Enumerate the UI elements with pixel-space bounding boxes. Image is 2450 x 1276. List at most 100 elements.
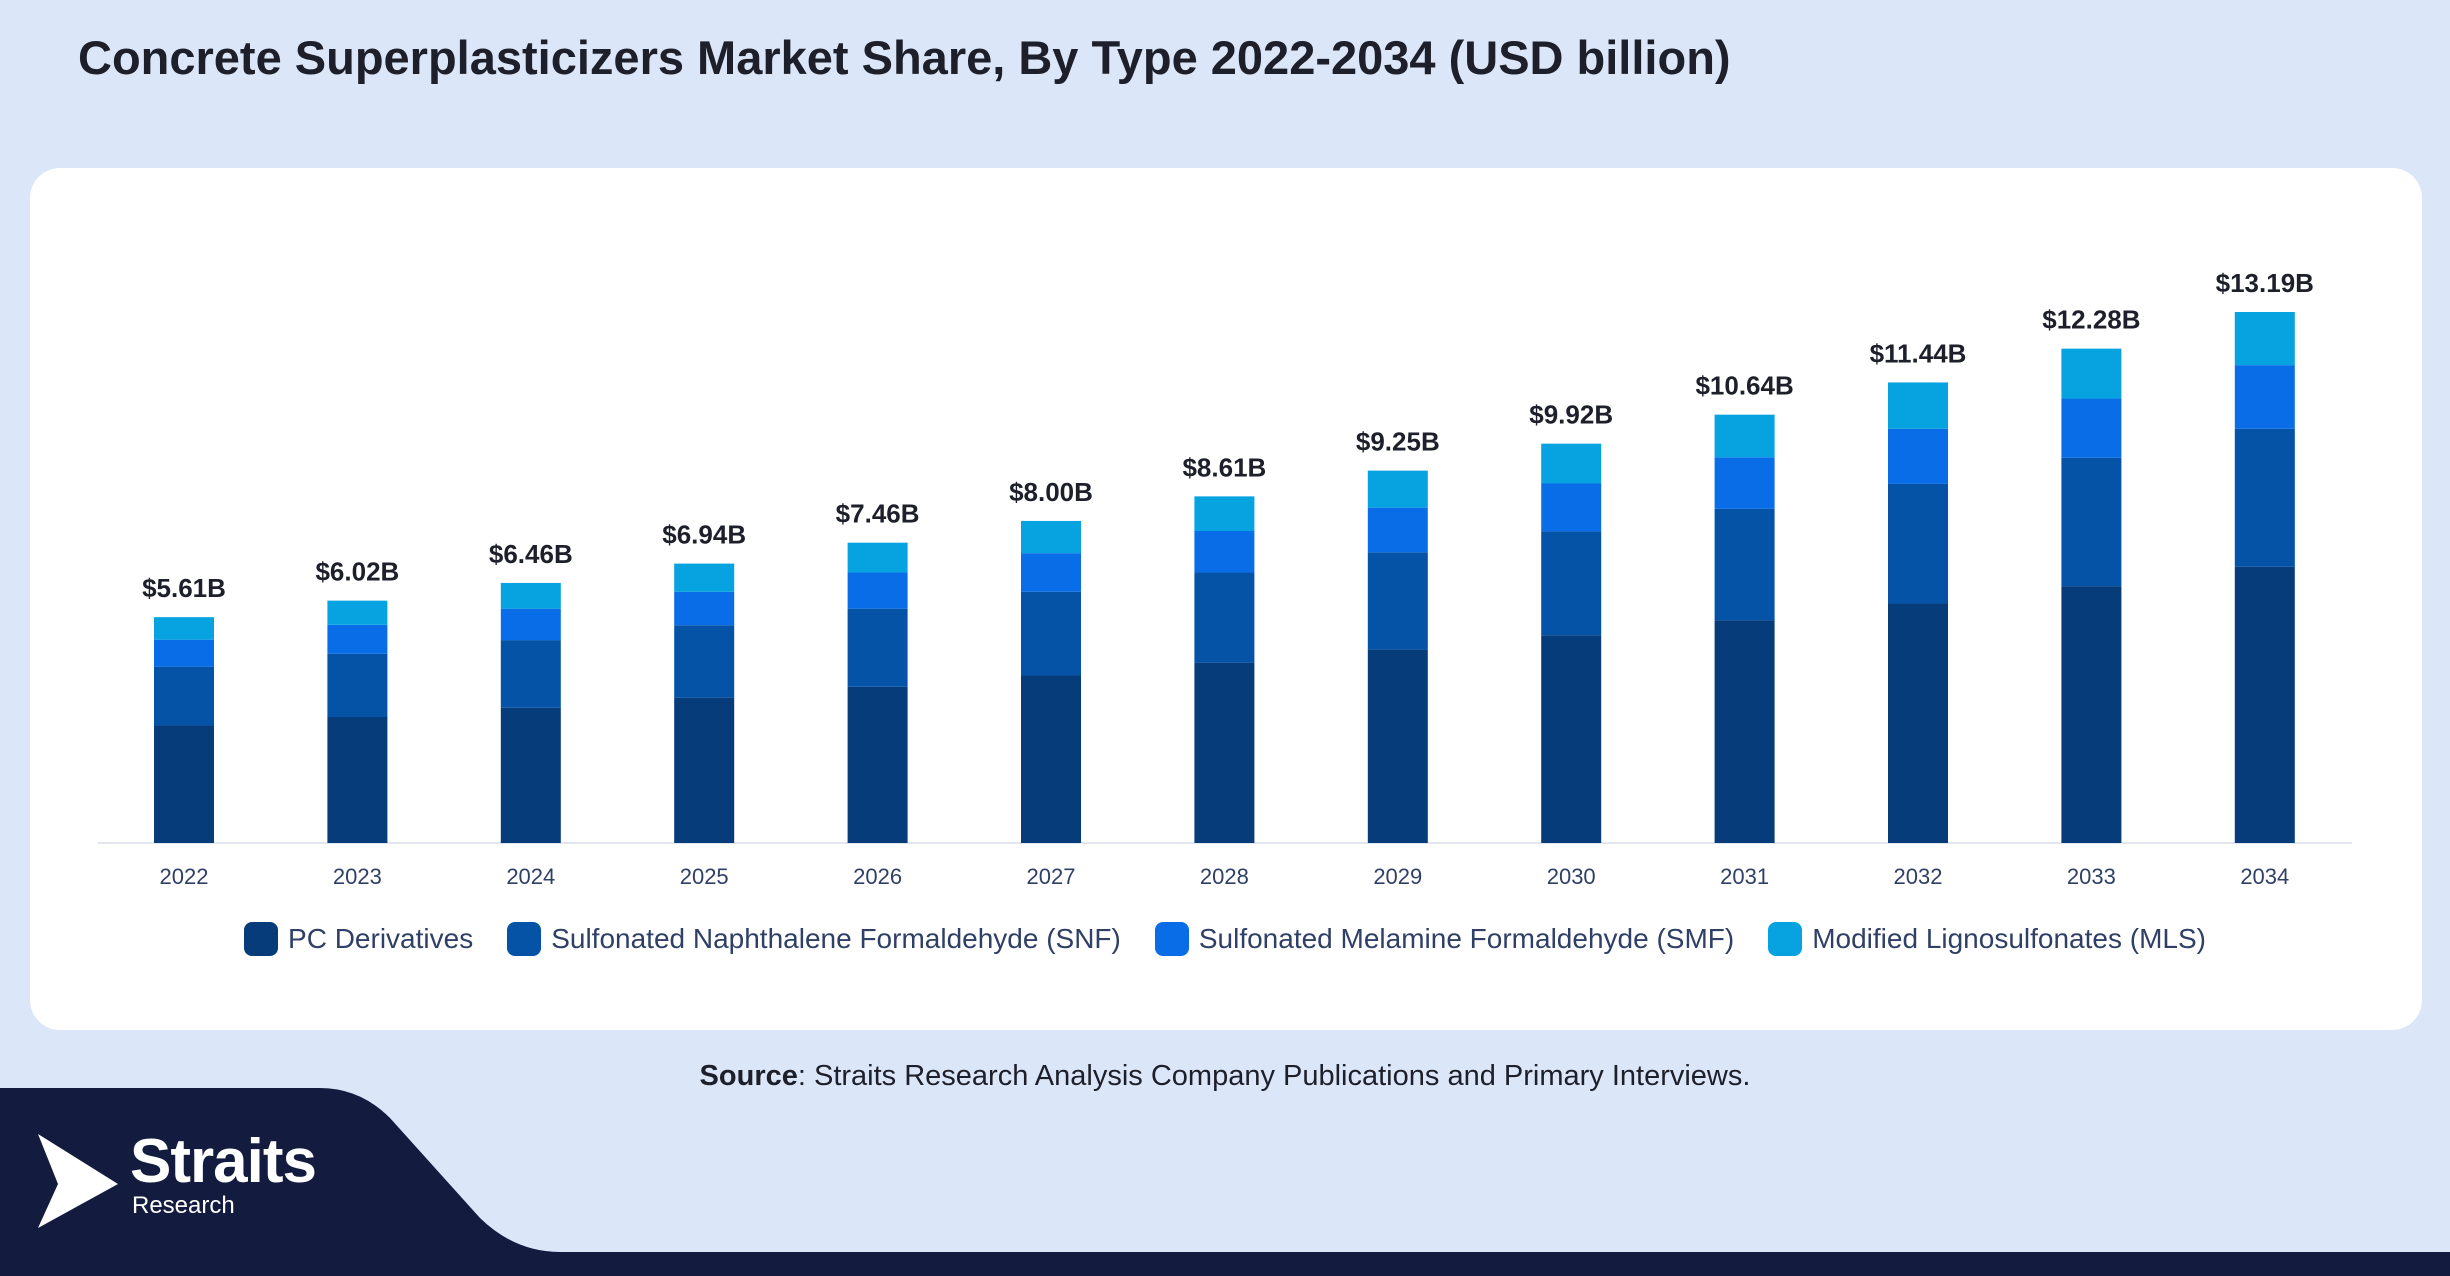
bar-segment-2033-1[interactable]: [2061, 586, 2122, 843]
source-label: Source: [699, 1060, 798, 1092]
bar-segment-2027-3[interactable]: [1021, 553, 1081, 592]
bar-segment-2030-4[interactable]: [1541, 443, 1602, 484]
bar-segment-2026-3[interactable]: [847, 572, 908, 609]
bar-segment-2031-1[interactable]: [1714, 620, 1775, 843]
x-tick-label-2024: 2024: [506, 864, 555, 889]
bar-segment-2033-2[interactable]: [2061, 457, 2122, 587]
legend-item-smf[interactable]: Sulfonated Melamine Formaldehyde (SMF): [1154, 922, 1735, 956]
total-label-2033: $12.28B: [2042, 305, 2140, 335]
total-label-2028: $8.61B: [1182, 452, 1266, 482]
legend-item-snf[interactable]: Sulfonated Naphthalene Formaldehyde (SNF…: [507, 922, 1121, 956]
total-label-2026: $7.46B: [836, 499, 920, 529]
legend-swatch: [244, 922, 279, 956]
bar-segment-2025-4[interactable]: [674, 563, 735, 592]
legend-label: PC Derivatives: [288, 923, 474, 954]
bar-segment-2023-4[interactable]: [327, 600, 388, 625]
bar-segment-2029-4[interactable]: [1367, 470, 1428, 508]
bar-segment-2028-2[interactable]: [1194, 572, 1255, 663]
bar-segment-2029-2[interactable]: [1367, 552, 1428, 650]
bar-segment-2028-4[interactable]: [1194, 496, 1255, 532]
total-label-2034: $13.19B: [2216, 268, 2314, 298]
source-note: Source: Straits Research Analysis Compan…: [0, 1060, 2450, 1093]
x-tick-label-2026: 2026: [853, 864, 902, 889]
bar-segment-2024-4[interactable]: [500, 582, 561, 609]
x-tick-label-2032: 2032: [1894, 864, 1943, 889]
legend-swatch: [1154, 922, 1189, 956]
bar-segment-2029-3[interactable]: [1367, 507, 1428, 553]
bar-segment-2034-4[interactable]: [2234, 312, 2295, 366]
bar-segment-2023-2[interactable]: [327, 653, 388, 717]
bar-segment-2026-2[interactable]: [847, 608, 908, 687]
logo-subtitle: Research: [132, 1192, 235, 1219]
total-label-2032: $11.44B: [1870, 338, 1967, 368]
bar-segment-2027-4[interactable]: [1021, 520, 1081, 554]
bar-segment-2031-4[interactable]: [1714, 414, 1775, 458]
legend: PC Derivatives Sulfonated Naphthalene Fo…: [0, 922, 2450, 956]
bar-segment-2023-1[interactable]: [327, 716, 388, 843]
bar-segment-2034-3[interactable]: [2234, 365, 2295, 429]
bar-segment-2022-1[interactable]: [154, 725, 214, 843]
bar-segment-2028-3[interactable]: [1194, 531, 1255, 573]
x-tick-label-2029: 2029: [1373, 864, 1422, 889]
total-label-2027: $8.00B: [1009, 477, 1093, 507]
bar-segment-2030-2[interactable]: [1541, 531, 1602, 636]
legend-item-mls[interactable]: Modified Lignosulfonates (MLS): [1768, 922, 2206, 956]
bar-segment-2032-1[interactable]: [1888, 603, 1948, 843]
bar-segment-2023-3[interactable]: [327, 624, 388, 654]
total-label-2024: $6.46B: [489, 539, 573, 569]
total-label-2030: $9.92B: [1529, 400, 1613, 430]
bar-segment-2025-3[interactable]: [674, 591, 735, 626]
bar-segment-2026-1[interactable]: [847, 686, 908, 843]
source-text: : Straits Research Analysis Company Publ…: [797, 1060, 1751, 1092]
x-tick-label-2027: 2027: [1027, 864, 1076, 889]
x-tick-label-2034: 2034: [2240, 864, 2289, 889]
logo-name: Straits: [130, 1127, 317, 1196]
total-label-2029: $9.25B: [1356, 427, 1440, 457]
legend-swatch: [507, 922, 542, 956]
bar-segment-2022-3[interactable]: [154, 639, 214, 667]
bar-segment-2032-3[interactable]: [1888, 428, 1948, 484]
legend-label: Sulfonated Naphthalene Formaldehyde (SNF…: [551, 923, 1121, 954]
x-tick-label-2028: 2028: [1200, 864, 1249, 889]
bar-segment-2022-2[interactable]: [154, 666, 214, 726]
x-tick-label-2025: 2025: [680, 864, 729, 889]
legend-item-pc-derivatives[interactable]: PC Derivatives: [244, 922, 473, 956]
bar-segment-2026-4[interactable]: [847, 542, 908, 573]
straits-arrow-icon: [38, 1134, 118, 1228]
bar-segment-2027-2[interactable]: [1021, 591, 1081, 676]
labels-layer: $5.61B 2022 $6.02B 2023 $6.46B 2024 $6.94B 2025…: [142, 268, 2314, 889]
bar-segment-2033-4[interactable]: [2061, 348, 2122, 399]
bars-layer: [154, 312, 2295, 843]
bar-segment-2027-1[interactable]: [1021, 675, 1081, 843]
bar-segment-2024-3[interactable]: [500, 608, 561, 641]
bar-segment-2022-4[interactable]: [154, 617, 214, 640]
bar-segment-2024-2[interactable]: [500, 640, 561, 708]
bar-segment-2025-1[interactable]: [674, 697, 735, 843]
bar-segment-2034-1[interactable]: [2234, 566, 2295, 843]
total-label-2025: $6.94B: [662, 520, 746, 550]
bar-segment-2032-4[interactable]: [1888, 382, 1948, 429]
straits-research-logo[interactable]: Straits Research: [36, 1127, 356, 1232]
total-label-2031: $10.64B: [1695, 371, 1793, 401]
x-tick-label-2031: 2031: [1720, 864, 1769, 889]
bar-segment-2031-2[interactable]: [1714, 508, 1775, 621]
x-tick-label-2033: 2033: [2067, 864, 2116, 889]
bar-segment-2033-3[interactable]: [2061, 398, 2122, 458]
bar-segment-2032-2[interactable]: [1888, 483, 1948, 604]
bar-segment-2030-1[interactable]: [1541, 635, 1602, 843]
bar-segment-2029-1[interactable]: [1367, 649, 1428, 843]
total-label-2023: $6.02B: [315, 557, 399, 587]
bar-segment-2034-2[interactable]: [2234, 428, 2295, 567]
bar-segment-2028-1[interactable]: [1194, 662, 1255, 843]
total-label-2022: $5.61B: [142, 573, 226, 603]
bar-segment-2031-3[interactable]: [1714, 457, 1775, 509]
x-tick-label-2023: 2023: [333, 864, 382, 889]
x-tick-label-2022: 2022: [160, 864, 209, 889]
footer-band: [0, 1088, 2450, 1276]
legend-label: Sulfonated Melamine Formaldehyde (SMF): [1198, 923, 1735, 954]
bar-segment-2024-1[interactable]: [500, 707, 561, 843]
bar-segment-2030-3[interactable]: [1541, 483, 1602, 532]
bar-segment-2025-2[interactable]: [674, 625, 735, 698]
chart-title: Concrete Superplasticizers Market Share,…: [78, 31, 1731, 84]
